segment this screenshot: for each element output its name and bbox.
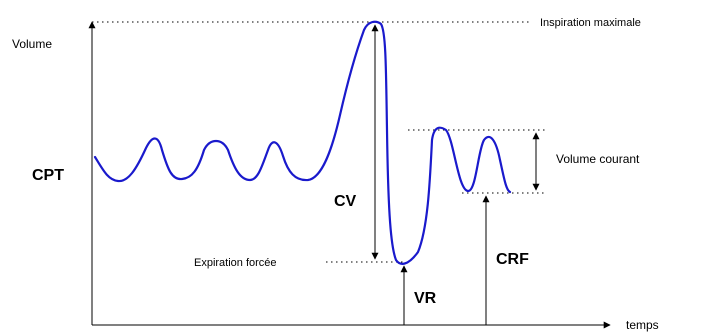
inspiration-maximale-label: Inspiration maximale [540, 17, 641, 29]
crf-label: CRF [496, 251, 529, 268]
vr-label: VR [414, 290, 437, 307]
temps-label: temps [626, 318, 659, 332]
cpt-label: CPT [32, 167, 64, 184]
volume-label: Volume [12, 37, 52, 51]
cv-label: CV [334, 193, 357, 210]
breathing-curve [93, 20, 512, 265]
expiration-forcee-label: Expiration forcée [194, 257, 277, 269]
volume-courant-label: Volume courant [556, 152, 640, 166]
